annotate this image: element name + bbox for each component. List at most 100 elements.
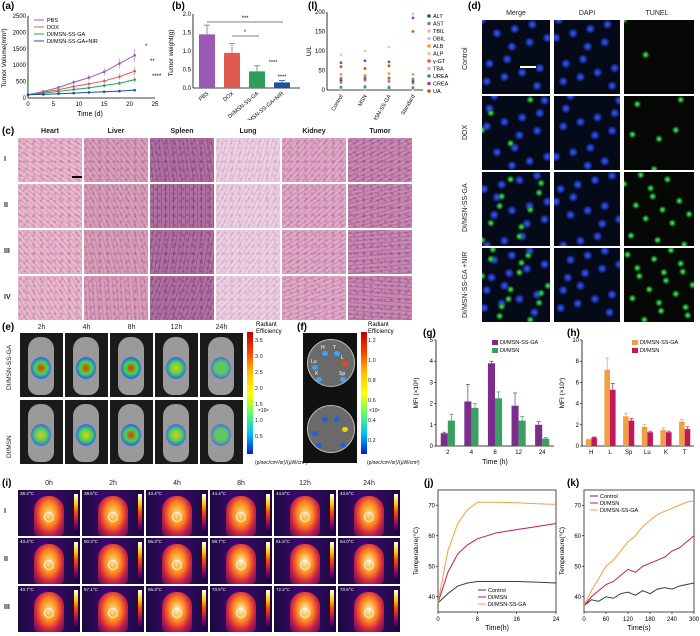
panel-d-col-tunel: TUNEL bbox=[645, 10, 669, 17]
panel-e-timepoint: 8h bbox=[127, 324, 136, 331]
panel-i-scale bbox=[394, 542, 398, 580]
panel-l-xtick: MSN-SS-GA bbox=[372, 94, 393, 120]
panel-i-crosshair bbox=[364, 512, 374, 522]
legend-swatch bbox=[632, 340, 638, 345]
panel-f-scale-exp: ×10⁹ bbox=[369, 408, 380, 414]
panel-label-i: (i) bbox=[2, 478, 12, 489]
panel-f-organ-label: K bbox=[315, 371, 319, 377]
panel-c-row-label: IV bbox=[4, 294, 11, 301]
xtick-label: 60 bbox=[603, 617, 610, 623]
panel-l-ytick: 0 bbox=[322, 88, 326, 94]
panel-i-crosshair bbox=[300, 512, 310, 522]
xtick-label: 240 bbox=[667, 617, 678, 623]
panel-a-xtick: 0 bbox=[26, 102, 30, 108]
panel-l-point bbox=[363, 49, 367, 53]
panel-l-point bbox=[339, 85, 343, 89]
panel-i-scale bbox=[138, 494, 142, 532]
panel-b-sig-3: **** bbox=[269, 60, 278, 66]
panel-i-temp: 40.7°C bbox=[20, 587, 34, 592]
panel-l-point bbox=[339, 80, 343, 84]
panel-d-cell bbox=[482, 248, 550, 322]
panel-f-scale-unit: (p/sec/cm²/sr)/(μW/cm²) bbox=[367, 460, 420, 466]
ytick-label: 4 bbox=[576, 402, 580, 408]
panel-i-scale bbox=[74, 542, 78, 580]
panel-f-organ-label: Sp bbox=[339, 371, 346, 377]
panel-i-row-label: III bbox=[4, 604, 10, 611]
panel-l-xtick: Standard bbox=[400, 94, 416, 116]
ylabel: Temperature(°C) bbox=[412, 527, 420, 575]
panel-f-organ-signal bbox=[340, 443, 346, 448]
bar bbox=[647, 432, 653, 446]
panel-c-tissue bbox=[216, 230, 280, 274]
panel-i-thermal-image: 50.3°C bbox=[82, 538, 144, 584]
panel-l-legend-swatch bbox=[427, 51, 431, 56]
bar bbox=[628, 420, 635, 446]
panel-a-ytick: 500 bbox=[16, 80, 27, 86]
panel-d-col-dapi: DAPI bbox=[578, 10, 596, 17]
panel-l-legend-label: γ-GT bbox=[433, 59, 446, 65]
panel-l-point bbox=[339, 53, 343, 57]
panel-a-xtick: 20 bbox=[126, 102, 133, 108]
bar bbox=[623, 416, 629, 446]
panel-c-tissue bbox=[216, 138, 280, 182]
panel-a-series-line bbox=[27, 89, 135, 96]
panel-f-organ-signal bbox=[342, 427, 348, 432]
panel-a-ytick: 1500 bbox=[13, 47, 27, 53]
panel-i-thermal-image: 70.6°C bbox=[338, 586, 400, 632]
panel-i-scale bbox=[394, 590, 398, 628]
ytick-label: 3 bbox=[430, 380, 434, 386]
panel-a-xtick: 15 bbox=[101, 102, 108, 108]
panel-l-legend-label: AST bbox=[433, 22, 444, 28]
panel-a-sig-1: * bbox=[145, 44, 148, 50]
panel-f-image: H T Lu L K Sp bbox=[303, 333, 357, 463]
panel-label-b: (b) bbox=[172, 1, 185, 12]
ytick-label: 40 bbox=[428, 595, 435, 601]
panel-l-point bbox=[339, 73, 343, 76]
panel-f-scale-tick: 0.6 bbox=[368, 398, 376, 404]
panel-e-mouse-image bbox=[20, 400, 63, 464]
panel-f-organ-signal bbox=[312, 365, 318, 370]
panel-l-legend-swatch bbox=[427, 21, 431, 26]
panel-i-scale bbox=[202, 590, 206, 628]
panel-label-k: (k) bbox=[567, 478, 580, 489]
series-line bbox=[437, 523, 557, 604]
panel-e-scale-tick: 1.5 bbox=[255, 402, 263, 408]
ytick-label: 70 bbox=[428, 503, 435, 509]
ytick-label: 0 bbox=[430, 444, 434, 450]
ytick-label: 6 bbox=[576, 380, 580, 386]
legend-label: Control bbox=[600, 494, 618, 500]
panel-e-mouse-image bbox=[20, 333, 63, 397]
ytick-label: 60 bbox=[428, 534, 435, 540]
panel-c-row-label: III bbox=[4, 248, 10, 255]
panel-e-signal bbox=[166, 424, 186, 446]
panel-c-tissue bbox=[282, 230, 346, 274]
panel-a-legend-label: DI/MSN-SS-GA+NIR bbox=[47, 39, 98, 45]
legend-label: Control bbox=[488, 588, 506, 594]
panel-e-signal bbox=[211, 424, 231, 446]
panel-c-tissue bbox=[348, 138, 412, 182]
xtick-label: Lu bbox=[644, 450, 651, 456]
panel-e-scale-tick: 2.0 bbox=[255, 386, 263, 392]
panel-i-thermal-image: 61.5°C bbox=[274, 538, 336, 584]
panel-e-signal bbox=[31, 357, 51, 379]
panel-label-l: (l) bbox=[308, 1, 318, 12]
xtick-label: 12 bbox=[515, 450, 522, 456]
ytick-label: 50 bbox=[574, 564, 581, 570]
series-line bbox=[583, 500, 695, 607]
panel-c-tissue bbox=[84, 184, 148, 228]
panel-d-cell bbox=[554, 20, 620, 94]
panel-d-cell bbox=[624, 20, 694, 94]
bar bbox=[641, 426, 648, 446]
panel-i-timepoint: 4h bbox=[173, 480, 181, 487]
panel-f-scale-tick: 0.4 bbox=[368, 418, 376, 424]
panel-l-ytick: 50 bbox=[318, 69, 325, 75]
panel-h-chart: 0 2 4 6 8 10 H L Sp Lu K T DI/MSN-SS-GA DI/MSN MFI (×1… bbox=[559, 338, 694, 456]
panel-l-point bbox=[387, 64, 391, 68]
panel-i-thermal-image: 40.4°C bbox=[18, 538, 80, 584]
panel-l-legend-label: DBIL bbox=[433, 37, 445, 43]
legend-label: DI/MSN bbox=[640, 348, 659, 354]
bar bbox=[518, 420, 526, 446]
panel-f-organ-label: H bbox=[321, 345, 325, 351]
